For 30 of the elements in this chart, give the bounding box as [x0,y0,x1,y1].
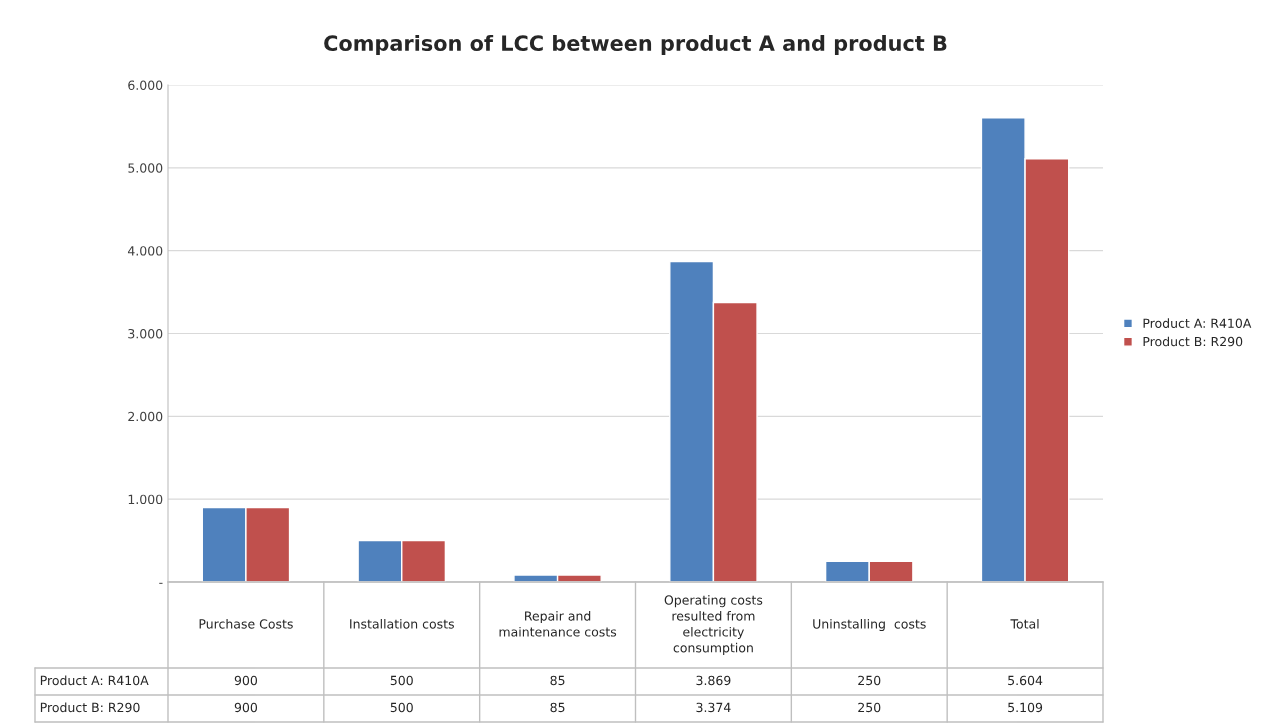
data-label: 5.109 [1008,702,1043,713]
x-tick-label: Uninstalling costs [813,618,926,632]
data-label: 500 [390,675,413,686]
y-tick-label: 4.000 [127,246,163,256]
y-tick-label: 1.000 [128,494,163,505]
data-label: 85 [550,702,565,713]
data-label: 5.604 [1008,675,1043,686]
data-label: 900 [234,675,258,686]
x-tick-label: Installation costs [350,618,454,629]
data-label: 500 [390,702,413,713]
text: Product B: R290 [40,702,140,713]
y-tick-label: - [159,582,163,584]
x-tick-label: Total [1010,618,1039,629]
data-label: 250 [858,702,881,713]
text: Product A: R410A [40,675,149,686]
data-label: 85 [550,675,565,686]
y-tick-label: 5.000 [128,163,163,173]
y-tick-label: 3.000 [128,328,163,339]
x-tick-label: Operating costs resulted from electricity consumption [664,595,763,655]
legend-label: Product A: R410A [1143,318,1252,328]
data-label: 3.869 [696,675,731,686]
chart-title: Comparison of LCC between product A and product B [324,34,947,56]
x-tick-label: Repair and maintenance costs [499,611,617,637]
data-label: 250 [858,675,881,686]
data-label: 3.374 [696,702,731,713]
data-label: 900 [234,702,258,713]
y-tick-label: 6.000 [128,80,163,90]
y-tick-label: 2.000 [128,411,163,422]
legend-label: Product B: R290 [1143,336,1243,347]
x-tick-label: Purchase Costs [199,618,293,629]
